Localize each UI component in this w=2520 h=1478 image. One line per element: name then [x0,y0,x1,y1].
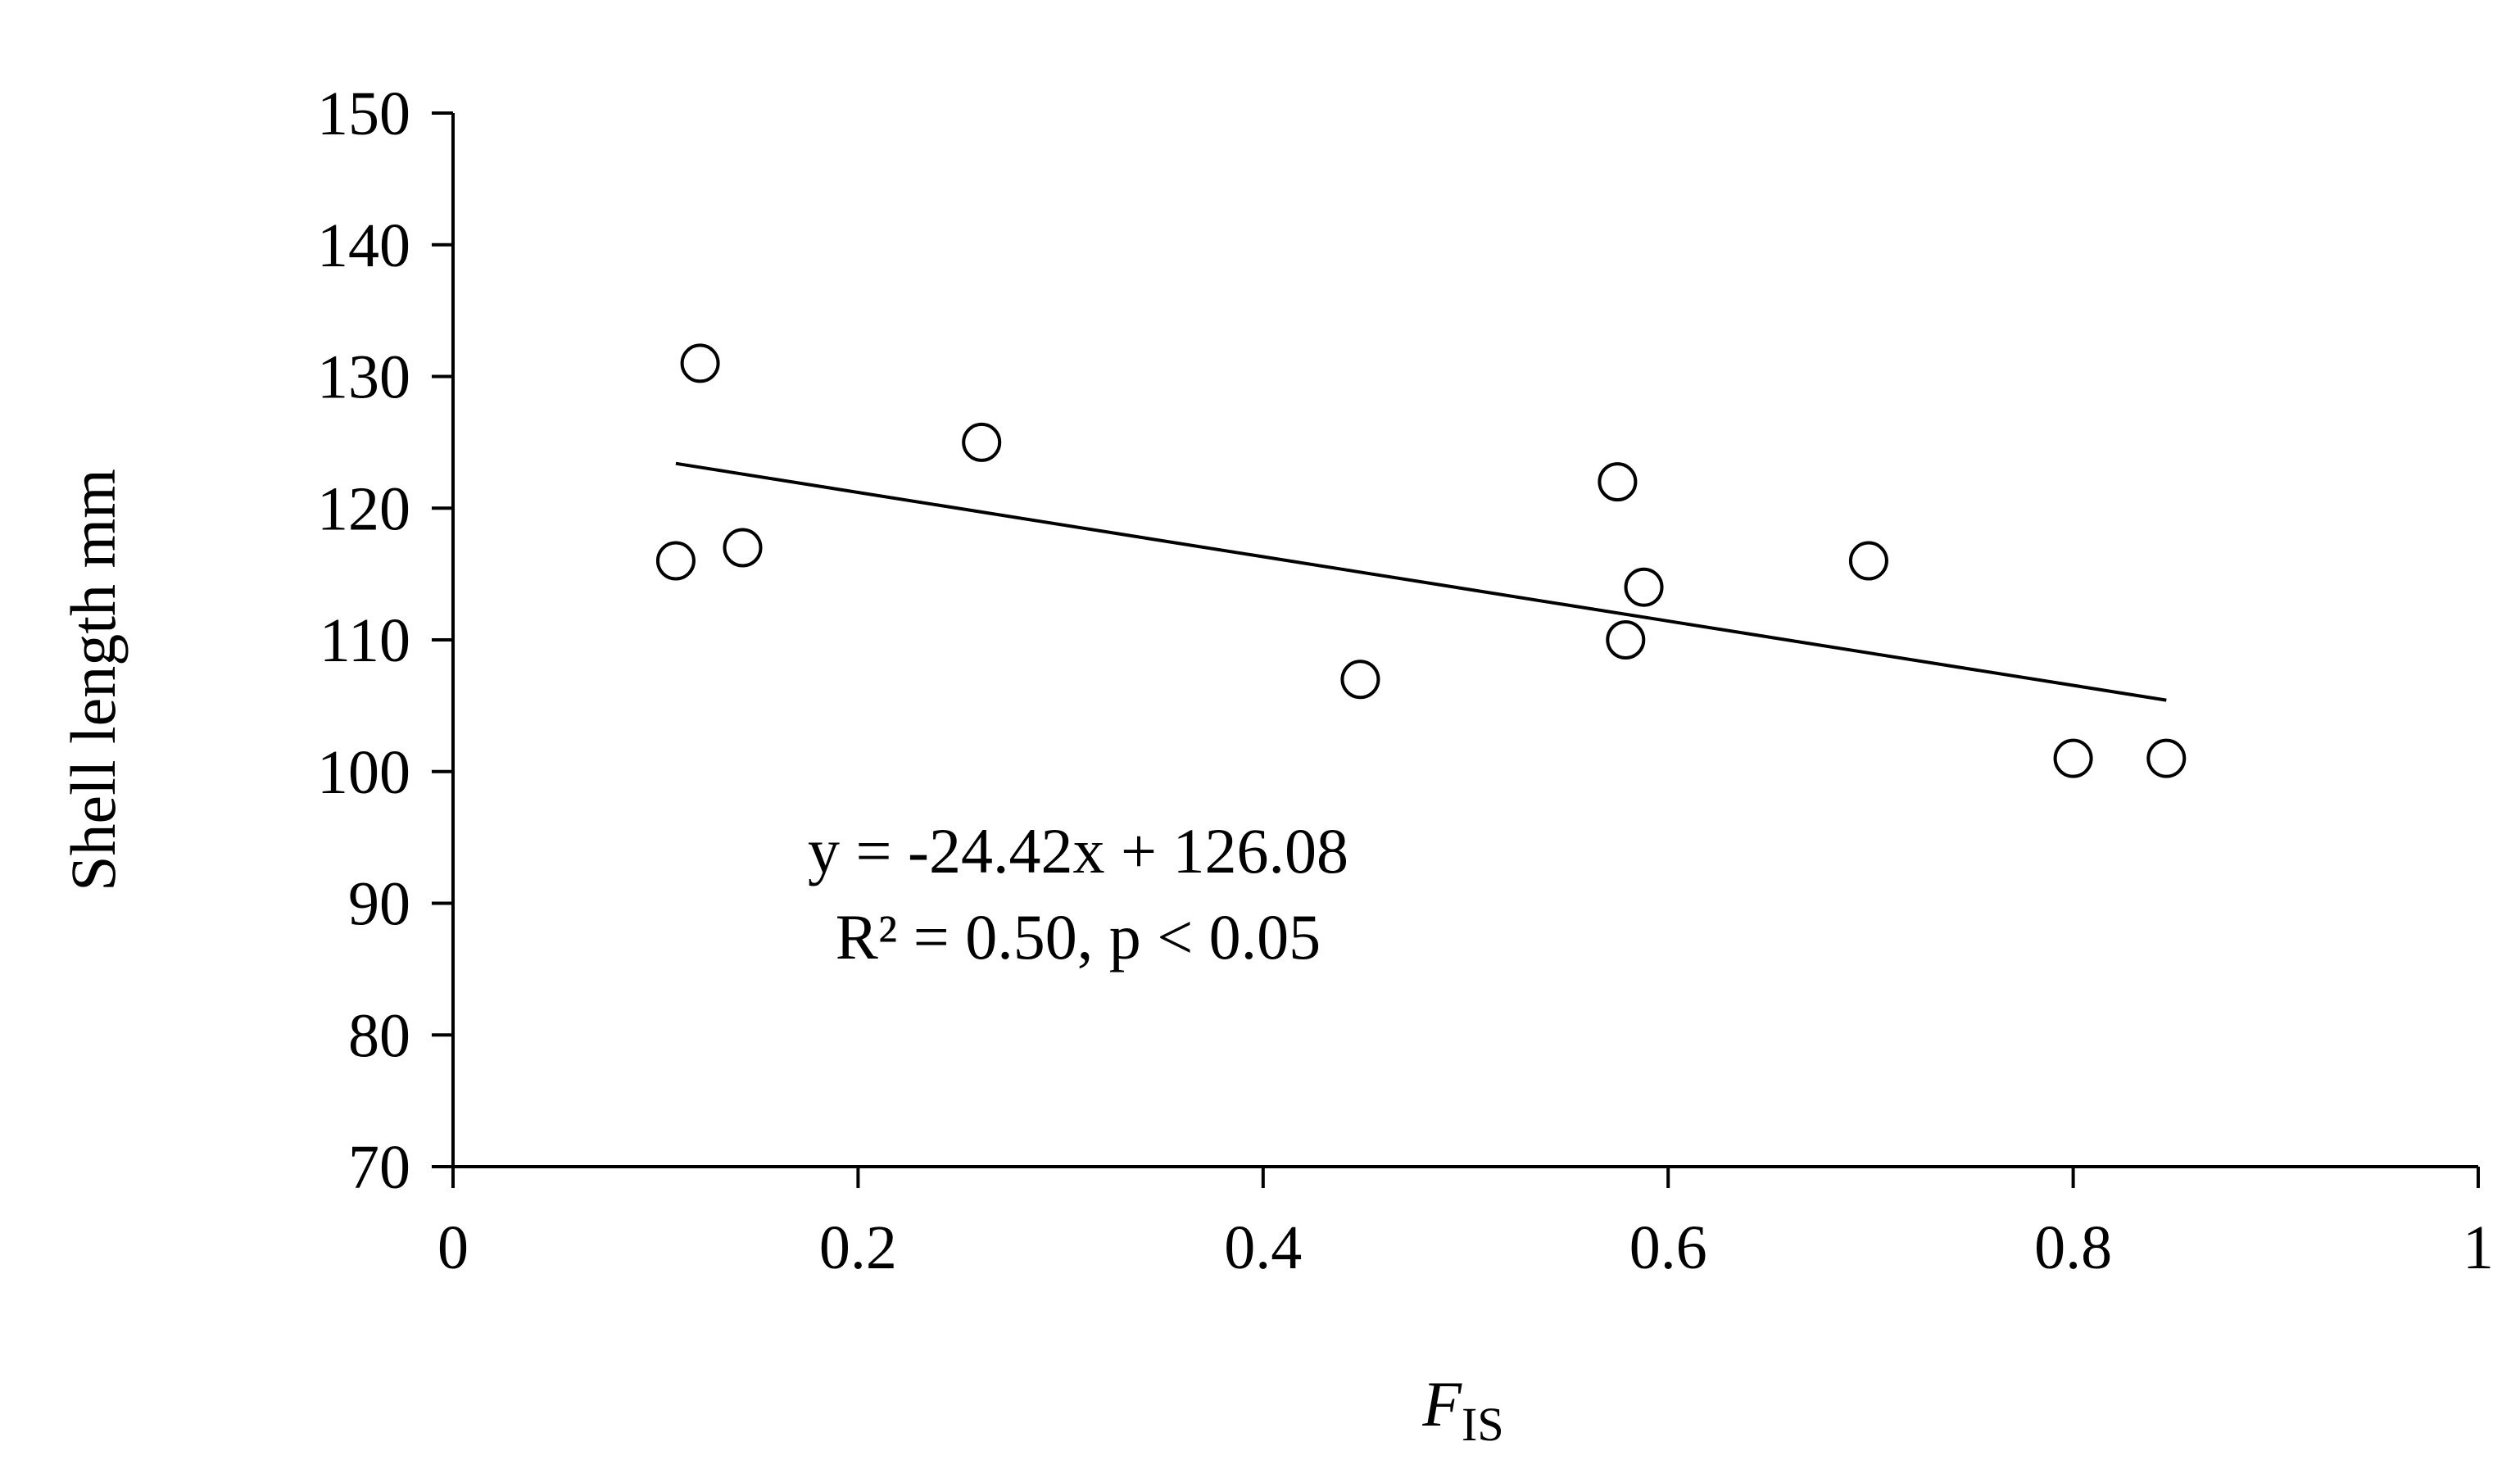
x-tick-label: 1 [2463,1213,2494,1282]
x-axis-title: FIS [1421,1368,1503,1451]
y-tick-label: 130 [317,343,410,412]
data-point [962,422,1002,462]
data-point [723,528,763,568]
points-layer [655,343,2187,778]
data-point [1624,567,1664,607]
data-point [655,541,696,581]
y-tick-label: 140 [317,211,410,280]
data-point [1848,541,1888,581]
regression-equation: y = -24.42x + 126.08 [808,815,1348,886]
x-tick-label: 0.4 [1224,1213,1302,1282]
x-tick-label: 0 [437,1213,469,1282]
y-tick-label: 70 [348,1133,410,1202]
data-point [1598,462,1638,502]
data-point [2053,738,2093,778]
x-tick-label: 0.6 [1629,1213,1707,1282]
axes-layer: 70 80 90 100 110 120 130 140 150 0 0.2 0.4 0.6 0.8 1 [317,79,2494,1282]
regression-line [675,461,2167,702]
x-axis-title-subscript: IS [1462,1398,1504,1451]
data-point [1606,620,1646,660]
x-tick-label: 0.8 [2034,1213,2112,1282]
y-tick-label: 120 [317,474,410,543]
y-tick-label: 150 [317,79,410,148]
data-point [1340,660,1380,700]
data-point [2146,738,2187,778]
y-tick-label: 90 [348,870,410,939]
text-layer: Shell length mm FIS y = -24.42x + 126.08… [57,469,1504,1451]
x-tick-label: 0.2 [819,1213,897,1282]
data-point [680,343,720,383]
y-axis-title: Shell length mm [57,469,129,891]
x-axis-title-main: F [1421,1368,1462,1439]
y-tick-label: 80 [348,1001,410,1070]
y-tick-label: 110 [320,606,410,675]
y-tick-label: 100 [317,738,410,807]
regression-stats: R² = 0.50, p < 0.05 [836,901,1321,972]
trendline-layer [675,461,2167,702]
